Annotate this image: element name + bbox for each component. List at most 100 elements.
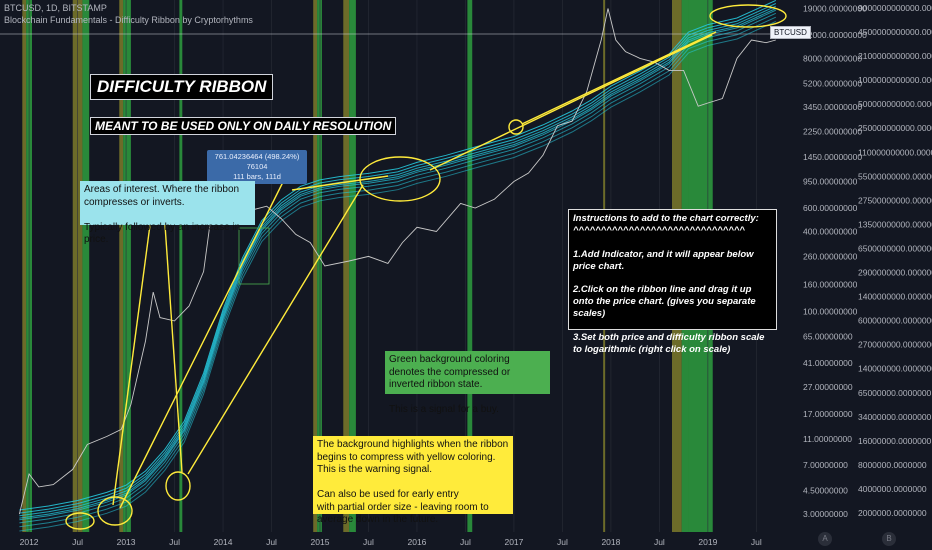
- trend-line-4: [521, 31, 717, 125]
- difficulty-axis: 9000000000000.00000000 4500000000000.0000…: [858, 3, 932, 518]
- ribbon-line[interactable]: [19, 3, 777, 514]
- time-tick-label[interactable]: 2015: [311, 537, 330, 547]
- ribbon-line[interactable]: [19, 16, 777, 528]
- measure-box: [238, 227, 270, 285]
- price-tick-label[interactable]: 17.00000000: [803, 409, 853, 419]
- price-tick-label[interactable]: 11.00000000: [803, 434, 852, 444]
- note-areas-of-interest: Areas of interest. Where the ribbon comp…: [80, 181, 255, 245]
- price-tick-label[interactable]: 600.00000000: [803, 203, 858, 213]
- difficulty-tick-label[interactable]: 13500000000.0000000: [858, 219, 932, 229]
- measure-tooltip-line2: 111 bars, 111d: [233, 172, 281, 182]
- difficulty-tick-label[interactable]: 2000000.0000000: [858, 508, 927, 518]
- last-price-tag: BTCUSD: [770, 26, 811, 39]
- yellow-zone: [313, 0, 318, 532]
- difficulty-tick-label[interactable]: 55000000000.0000000: [858, 171, 932, 181]
- green-zone: [123, 0, 131, 532]
- price-tick-label[interactable]: 1450.00000000: [803, 152, 862, 162]
- price-tick-label[interactable]: 5200.00000000: [803, 78, 862, 88]
- ribbon-line[interactable]: [19, 9, 777, 521]
- difficulty-tick-label[interactable]: 4000000.0000000: [858, 484, 927, 494]
- price-tick-label[interactable]: 41.00000000: [803, 358, 853, 368]
- difficulty-tick-label[interactable]: 6500000000.0000000: [858, 243, 932, 253]
- time-tick-label[interactable]: Jul: [169, 537, 180, 547]
- trend-line-2: [187, 184, 364, 475]
- time-tick-label[interactable]: 2012: [20, 537, 39, 547]
- symbol-header[interactable]: BTCUSD, 1D, BITSTAMP: [4, 3, 107, 13]
- scale-b-button[interactable]: B: [882, 532, 896, 546]
- highlight-ellipse-2013: [165, 471, 191, 501]
- difficulty-tick-label[interactable]: 4500000000000.00000000: [858, 27, 932, 37]
- price-tick-label[interactable]: 8000.00000000: [803, 53, 862, 63]
- ribbon-line[interactable]: [19, 0, 777, 511]
- difficulty-tick-label[interactable]: 27500000000.0000000: [858, 195, 932, 205]
- yellow-zone: [343, 0, 350, 532]
- price-tick-label[interactable]: 160.00000000: [803, 279, 858, 289]
- time-tick-label[interactable]: Jul: [266, 537, 277, 547]
- note-instructions: Instructions to add to the chart correct…: [568, 209, 777, 355]
- price-tick-label[interactable]: 260.00000000: [803, 251, 858, 261]
- difficulty-tick-label[interactable]: 250000000000.0000000: [858, 123, 932, 133]
- price-tick-label[interactable]: 65.00000000: [803, 331, 853, 341]
- price-tick-label[interactable]: 3450.00000000: [803, 102, 862, 112]
- time-tick-label[interactable]: 2017: [504, 537, 523, 547]
- time-tick-label[interactable]: Jul: [654, 537, 665, 547]
- price-tick-label[interactable]: 12000.00000000: [803, 30, 867, 40]
- highlight-ellipse-2019: [709, 4, 787, 28]
- scale-a-button[interactable]: A: [818, 532, 832, 546]
- time-tick-label[interactable]: 2018: [601, 537, 620, 547]
- time-tick-label[interactable]: Jul: [557, 537, 568, 547]
- difficulty-tick-label[interactable]: 110000000000.0000000: [858, 147, 932, 157]
- difficulty-tick-label[interactable]: 270000000.0000000: [858, 340, 932, 350]
- difficulty-tick-label[interactable]: 2100000000000.00000000: [858, 51, 932, 61]
- highlight-ellipse-2012: [65, 512, 95, 530]
- difficulty-tick-label[interactable]: 9000000000000.00000000: [858, 3, 932, 13]
- chart-subtitle: MEANT TO BE USED ONLY ON DAILY RESOLUTIO…: [90, 117, 397, 135]
- difficulty-tick-label[interactable]: 1400000000.0000000: [858, 292, 932, 302]
- highlight-ellipse-2016: [508, 119, 524, 135]
- indicator-header[interactable]: Blockchain Fundamentals - Difficulty Rib…: [4, 15, 253, 25]
- price-tick-label[interactable]: 7.00000000: [803, 460, 848, 470]
- ribbon-line[interactable]: [19, 8, 777, 519]
- price-axis: 19000.00000000 12000.00000000 8000.0000000…: [803, 3, 867, 519]
- price-tick-label[interactable]: 2250.00000000: [803, 127, 862, 137]
- time-tick-label[interactable]: 2019: [698, 537, 717, 547]
- price-tick-label[interactable]: 27.00000000: [803, 382, 853, 392]
- price-tick-label[interactable]: 19000.00000000: [803, 3, 867, 13]
- chart-title: DIFFICULTY RIBBON: [90, 74, 274, 100]
- difficulty-tick-label[interactable]: 8000000.0000000: [858, 460, 927, 470]
- difficulty-tick-label[interactable]: 65000000.0000000: [858, 388, 932, 398]
- trend-line-5: [429, 34, 713, 171]
- difficulty-tick-label[interactable]: 2900000000.0000000: [858, 268, 932, 278]
- highlight-ellipse-2012-jul: [97, 496, 133, 526]
- green-zone: [349, 0, 356, 532]
- time-tick-label[interactable]: 2014: [214, 537, 233, 547]
- green-zone: [317, 0, 322, 532]
- difficulty-tick-label[interactable]: 500000000000.0000000: [858, 99, 932, 109]
- time-tick-label[interactable]: Jul: [363, 537, 374, 547]
- note-yellow-background: The background highlights when the ribbo…: [313, 436, 513, 525]
- annotations: [65, 4, 787, 530]
- yellow-zone: [119, 0, 124, 532]
- price-tick-label[interactable]: 400.00000000: [803, 226, 858, 236]
- price-tick-label[interactable]: 4.50000000: [803, 486, 848, 496]
- green-zone: [82, 0, 90, 532]
- difficulty-tick-label[interactable]: 1000000000000.00000000: [858, 75, 932, 85]
- price-tick-label[interactable]: 100.00000000: [803, 307, 858, 317]
- ribbon-line[interactable]: [19, 12, 777, 524]
- price-tick-label[interactable]: 950.00000000: [803, 177, 858, 187]
- time-tick-label[interactable]: Jul: [72, 537, 83, 547]
- green-zone: [467, 0, 473, 532]
- measure-tooltip-line1: 761.04236464 (498.24%) 76104: [214, 152, 300, 172]
- difficulty-tick-label[interactable]: 16000000.0000000: [858, 436, 932, 446]
- difficulty-tick-label[interactable]: 600000000.0000000: [858, 316, 932, 326]
- time-tick-label[interactable]: Jul: [460, 537, 471, 547]
- highlight-ellipse-2015: [359, 156, 441, 202]
- difficulty-tick-label[interactable]: 34000000.0000000: [858, 412, 932, 422]
- time-tick-label[interactable]: 2016: [408, 537, 427, 547]
- price-tick-label[interactable]: 3.00000000: [803, 509, 848, 519]
- time-tick-label[interactable]: 2013: [117, 537, 136, 547]
- time-tick-label[interactable]: Jul: [751, 537, 762, 547]
- trend-line-1: [119, 179, 285, 509]
- ribbon-line[interactable]: [19, 20, 777, 532]
- difficulty-tick-label[interactable]: 140000000.0000000: [858, 364, 932, 374]
